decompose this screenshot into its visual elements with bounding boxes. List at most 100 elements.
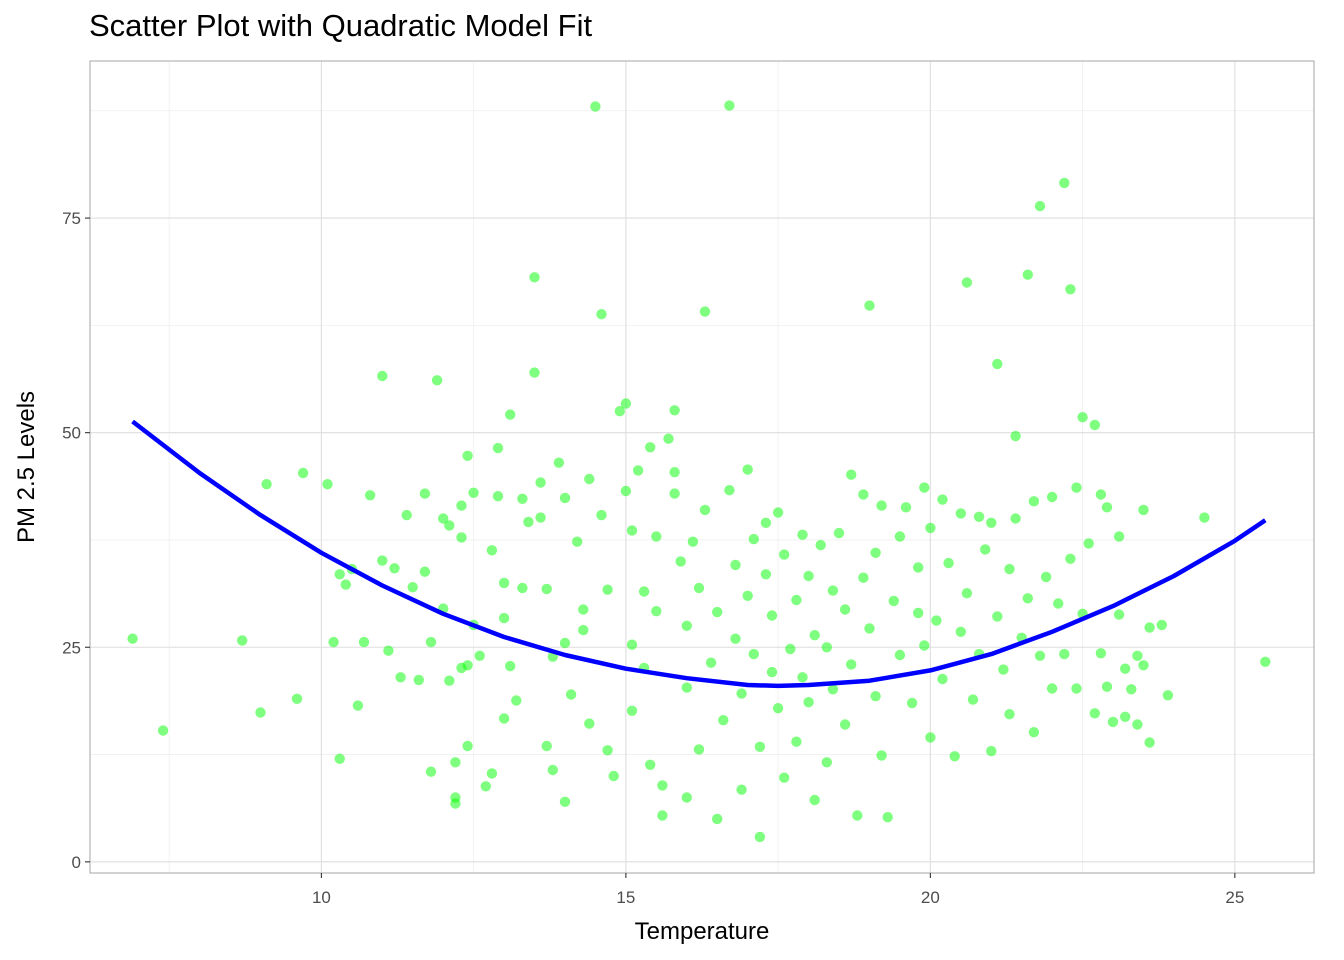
data-point bbox=[602, 745, 613, 756]
x-tick-label: 25 bbox=[1225, 888, 1244, 907]
data-point bbox=[870, 547, 881, 558]
data-point bbox=[663, 433, 674, 444]
data-point bbox=[766, 610, 778, 621]
data-point bbox=[383, 645, 394, 656]
data-point bbox=[590, 101, 601, 112]
data-point bbox=[237, 635, 248, 646]
data-point bbox=[791, 736, 802, 747]
data-point bbox=[846, 469, 857, 480]
data-point bbox=[1071, 482, 1082, 493]
data-point bbox=[523, 516, 534, 528]
data-point bbox=[736, 784, 747, 795]
data-point bbox=[450, 757, 461, 768]
data-point bbox=[462, 660, 473, 671]
data-point bbox=[821, 642, 832, 653]
data-point bbox=[1022, 269, 1033, 280]
data-point bbox=[1059, 648, 1070, 660]
data-point bbox=[900, 502, 912, 513]
data-point bbox=[395, 672, 406, 683]
data-point bbox=[943, 557, 954, 569]
data-point bbox=[413, 674, 424, 686]
data-point bbox=[1077, 412, 1088, 423]
data-point bbox=[1089, 419, 1101, 431]
data-point bbox=[334, 569, 345, 580]
data-point bbox=[364, 490, 376, 501]
data-point bbox=[608, 770, 619, 782]
data-point bbox=[456, 500, 467, 511]
data-point bbox=[809, 630, 820, 641]
data-point bbox=[742, 464, 753, 475]
data-point bbox=[352, 700, 364, 711]
data-point bbox=[1089, 708, 1101, 719]
data-point bbox=[821, 757, 832, 768]
data-point bbox=[760, 569, 772, 580]
data-point bbox=[718, 715, 729, 726]
data-point bbox=[839, 719, 851, 730]
data-point bbox=[1120, 663, 1131, 674]
data-point bbox=[572, 536, 583, 547]
data-point bbox=[669, 467, 680, 478]
data-point bbox=[492, 442, 504, 454]
data-point bbox=[1120, 711, 1131, 722]
data-point bbox=[474, 650, 485, 661]
data-point bbox=[444, 675, 455, 686]
data-point bbox=[1260, 656, 1271, 667]
data-point bbox=[681, 682, 692, 693]
data-point bbox=[1126, 684, 1137, 695]
data-point bbox=[638, 586, 650, 597]
data-point bbox=[553, 457, 565, 468]
data-point bbox=[858, 489, 869, 500]
data-point bbox=[462, 740, 473, 752]
data-point bbox=[657, 810, 668, 821]
data-point bbox=[645, 442, 656, 453]
y-tick-label: 25 bbox=[62, 638, 81, 657]
data-point bbox=[1022, 593, 1033, 604]
data-point bbox=[626, 525, 638, 536]
data-point bbox=[894, 531, 906, 542]
data-point bbox=[1034, 200, 1046, 212]
data-point bbox=[779, 772, 790, 783]
data-point bbox=[955, 508, 966, 519]
x-tick-label: 10 bbox=[312, 888, 331, 907]
data-point bbox=[517, 582, 528, 594]
data-point bbox=[1046, 491, 1058, 503]
data-point bbox=[1010, 430, 1021, 442]
data-point bbox=[450, 798, 461, 809]
y-axis-title: PM 2.5 Levels bbox=[13, 391, 40, 543]
data-point bbox=[937, 494, 948, 505]
data-point bbox=[1028, 496, 1040, 507]
data-point bbox=[1065, 284, 1076, 295]
data-point bbox=[1144, 737, 1155, 748]
data-point bbox=[620, 485, 632, 497]
data-point bbox=[858, 572, 869, 583]
data-point bbox=[852, 810, 863, 821]
data-point bbox=[785, 643, 796, 655]
data-point bbox=[1034, 650, 1046, 661]
data-point bbox=[876, 750, 887, 761]
data-point bbox=[760, 517, 772, 528]
data-point bbox=[1144, 622, 1155, 633]
data-point bbox=[1053, 598, 1064, 609]
data-point bbox=[925, 522, 936, 534]
data-point bbox=[535, 477, 546, 488]
data-point bbox=[681, 620, 692, 631]
data-point bbox=[1095, 648, 1107, 659]
data-point bbox=[559, 796, 571, 807]
data-point bbox=[1138, 660, 1149, 671]
data-point bbox=[596, 309, 607, 320]
data-point bbox=[505, 660, 516, 672]
data-point bbox=[1059, 177, 1070, 189]
data-point bbox=[791, 594, 802, 606]
chart-title: Scatter Plot with Quadratic Model Fit bbox=[89, 8, 593, 43]
data-point bbox=[1095, 489, 1107, 500]
panel-border bbox=[89, 60, 1315, 874]
data-point bbox=[882, 812, 893, 823]
data-point bbox=[839, 604, 851, 615]
data-point bbox=[322, 479, 333, 490]
data-point bbox=[827, 684, 839, 695]
data-point bbox=[998, 664, 1009, 675]
data-point bbox=[157, 725, 169, 736]
data-point bbox=[864, 623, 875, 634]
data-point bbox=[1101, 502, 1113, 513]
